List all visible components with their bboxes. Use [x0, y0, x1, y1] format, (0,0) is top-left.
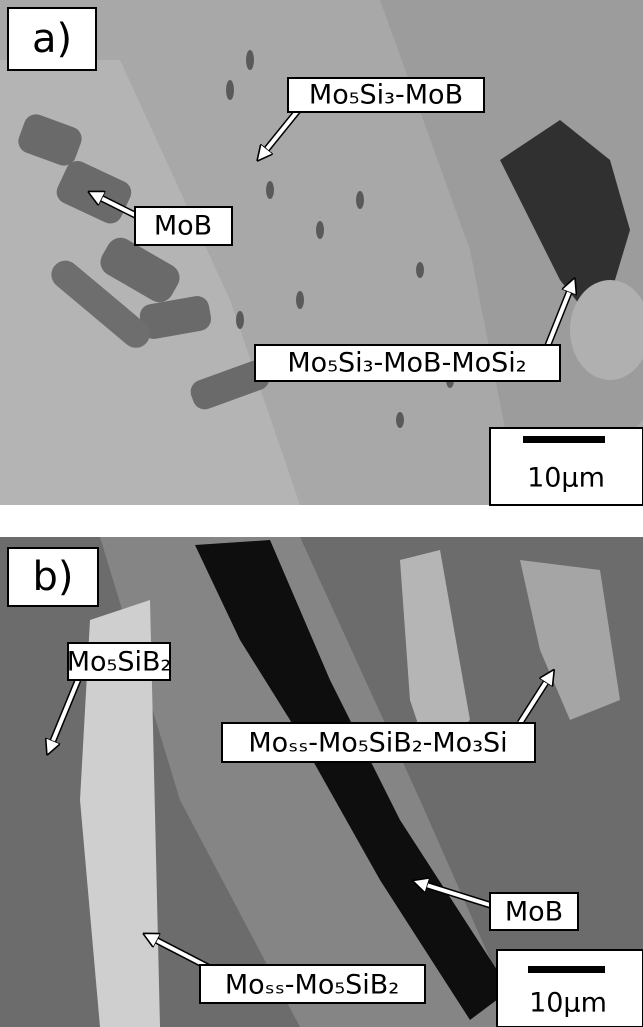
phase-label: Mo₅Si₃-MoB-MoSi₂: [287, 348, 526, 379]
phase-label: Mo₅SiB₂: [67, 647, 172, 678]
phase-label: MoB: [505, 897, 563, 928]
scale-bar-label: 10µm: [527, 463, 605, 494]
panel-tag: a): [32, 16, 72, 62]
phase-label: Moₛₛ-Mo₅SiB₂: [225, 970, 399, 1001]
scale-bar-label: 10µm: [529, 988, 607, 1019]
scale-bar: [528, 966, 605, 973]
phase-label: MoB: [154, 211, 212, 242]
phase-label: Mo₅Si₃-MoB: [309, 80, 463, 111]
panel-tag: b): [33, 554, 74, 600]
scale-bar: [523, 436, 605, 443]
phase-label: Moₛₛ-Mo₅SiB₂-Mo₃Si: [248, 728, 507, 759]
figure: a) Mo₅Si₃-MoB MoB Mo₅Si₃-MoB-MoSi₂ 10µm …: [0, 0, 643, 1027]
